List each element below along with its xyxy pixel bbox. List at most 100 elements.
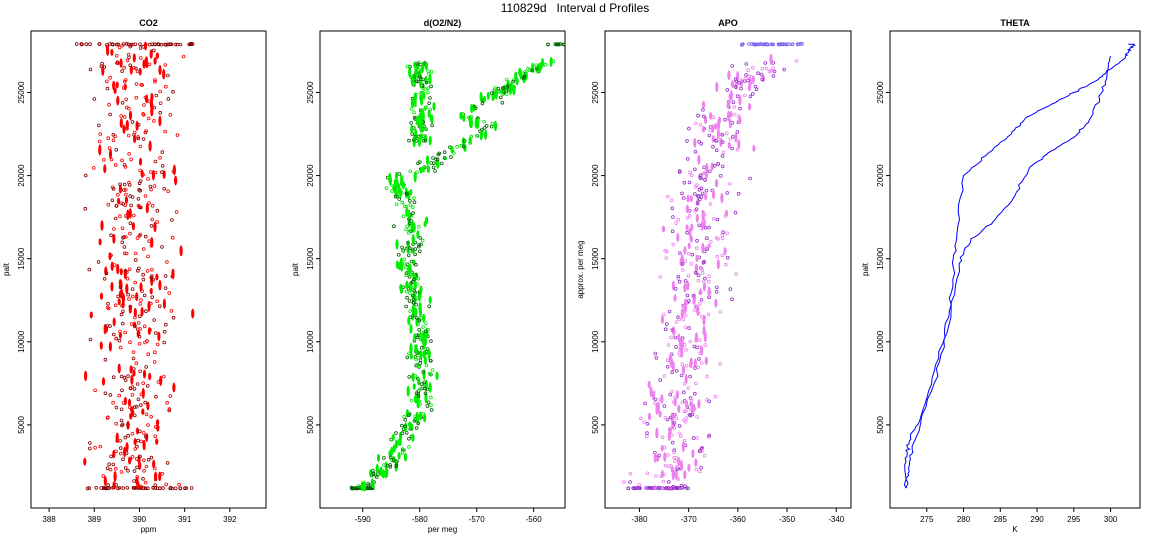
co2-point: [152, 119, 156, 123]
co2-point: [128, 63, 133, 68]
apo-point: [730, 135, 735, 139]
co2-point: [129, 157, 133, 162]
co2-point: [155, 208, 160, 213]
apo-point: [714, 148, 719, 153]
d-o2-n2-segment: [413, 333, 417, 341]
apo-point: [683, 409, 688, 414]
apo-point: [739, 86, 743, 91]
co2-point: [142, 468, 146, 473]
d-o2-n2-segment: [362, 480, 367, 492]
d-o2-n2-point: [498, 95, 503, 100]
co2-point: [178, 486, 183, 491]
co2-point: [119, 114, 123, 118]
theta-x-tick-label: 300: [1104, 515, 1118, 524]
apo-segment: [707, 286, 711, 298]
apo-point: [763, 61, 768, 65]
co2-point: [118, 285, 123, 290]
co2-point: [113, 216, 118, 221]
co2-segment: [145, 202, 149, 214]
apo-point: [725, 191, 730, 195]
apo-point: [735, 147, 740, 152]
apo-point: [673, 485, 678, 490]
co2-x-axis-label: ppm: [141, 525, 157, 534]
d-o2-n2-point: [424, 321, 428, 326]
apo-point: [787, 42, 791, 46]
co2-point: [126, 133, 131, 138]
co2-segment: [108, 341, 112, 352]
apo-segment: [694, 332, 699, 343]
co2-point: [154, 425, 158, 429]
co2-point: [139, 298, 143, 302]
d-o2-n2-point: [388, 455, 393, 460]
co2-segment: [128, 110, 133, 121]
d-o2-n2-point: [408, 309, 413, 313]
d-o2-n2-segment: [414, 67, 418, 77]
apo-point: [701, 210, 705, 214]
apo-point: [678, 251, 682, 256]
d-o2-n2-point: [413, 247, 418, 251]
apo-segment: [714, 178, 719, 188]
co2-point: [88, 67, 93, 72]
apo-point: [682, 342, 687, 347]
co2-point: [137, 334, 142, 339]
co2-point: [167, 291, 172, 295]
apo-point: [759, 72, 764, 77]
apo-point: [663, 248, 667, 253]
co2-segment: [135, 292, 139, 302]
co2-segment: [159, 375, 163, 387]
apo-point: [689, 236, 693, 241]
co2-point: [153, 350, 157, 355]
apo-point: [723, 117, 727, 122]
apo-segment: [690, 223, 694, 232]
co2-point: [146, 177, 150, 181]
co2-point: [119, 470, 124, 474]
co2-point: [154, 331, 158, 335]
apo-point: [670, 328, 675, 332]
co2-point: [127, 183, 132, 187]
co2-point: [132, 479, 136, 483]
apo-point: [684, 347, 688, 352]
co2-point: [146, 457, 151, 462]
d-o2-n2-point: [420, 386, 424, 391]
apo-segment: [676, 232, 680, 242]
d-o2-n2-segment: [423, 356, 427, 365]
co2-point: [145, 384, 150, 388]
d-o2-n2-point: [480, 127, 484, 132]
apo-segment: [728, 118, 733, 129]
apo-segment: [704, 356, 708, 365]
co2-segment: [118, 332, 122, 339]
co2-point: [106, 301, 110, 306]
theta-y-tick-label: 5000: [876, 415, 885, 433]
co2-segment: [119, 58, 123, 68]
d-o2-n2-point: [416, 74, 421, 79]
co2-point: [127, 106, 131, 111]
apo-point: [662, 404, 667, 408]
co2-point: [118, 345, 123, 350]
co2-point: [160, 170, 164, 175]
co2-segment: [110, 48, 114, 56]
co2-point: [124, 192, 128, 197]
co2-point: [126, 422, 130, 427]
d-o2-n2-point: [557, 42, 561, 47]
co2-point: [105, 466, 110, 471]
d-o2-n2-segment: [420, 96, 424, 106]
apo-segment: [739, 78, 744, 88]
co2-point: [99, 64, 104, 68]
co2-point: [131, 294, 135, 299]
apo-point: [698, 351, 702, 356]
co2-segment: [112, 80, 116, 91]
co2-segment: [142, 439, 146, 451]
d-o2-n2-point: [371, 472, 376, 477]
co2-point: [111, 187, 116, 191]
d-o2-n2-point: [427, 371, 432, 376]
co2-segment: [149, 287, 153, 295]
apo-segment: [686, 280, 690, 291]
d-o2-n2-point: [474, 134, 479, 138]
apo-segment: [727, 110, 731, 122]
co2-segment: [140, 306, 144, 317]
apo-segment: [660, 315, 665, 324]
co2-point: [144, 129, 148, 133]
apo-point: [795, 42, 800, 47]
d-o2-n2-point: [404, 271, 409, 275]
apo-point: [738, 106, 742, 111]
